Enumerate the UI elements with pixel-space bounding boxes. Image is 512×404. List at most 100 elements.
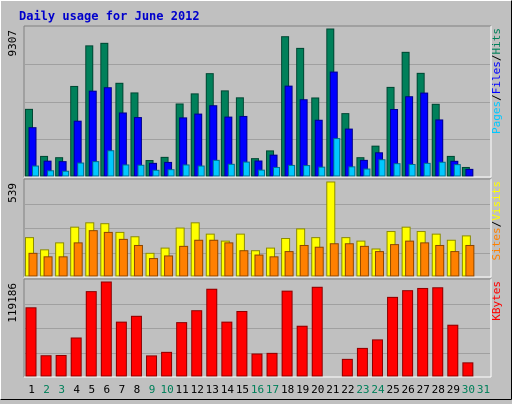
kbytes-bar — [432, 287, 444, 377]
kbytes-bar — [251, 353, 263, 377]
sites-bar — [299, 244, 309, 277]
pages-bar — [257, 169, 265, 177]
panel-legend: KBytes — [490, 281, 503, 321]
y-max-label: 539 — [6, 183, 19, 203]
x-tick-label: 4 — [73, 383, 80, 396]
pages-bar — [107, 150, 115, 177]
sites-bar — [450, 251, 460, 277]
x-axis-labels: 1 2 3 4 5 6 7 8 9 10 11 12 13 14 15 16 17 18 19 20 21 22 23 24 2… — [28, 383, 490, 396]
x-tick-label: 25 — [386, 383, 399, 396]
kbytes-bar — [85, 291, 97, 377]
y-max-label: 119186 — [6, 283, 19, 323]
x-tick-label: 11 — [176, 383, 189, 396]
sites-bar — [164, 255, 174, 277]
pages-bar — [453, 164, 461, 177]
sites-bar — [284, 251, 294, 277]
kbytes-bar — [387, 296, 399, 377]
x-tick-label: 6 — [104, 383, 111, 396]
sites-bar — [224, 242, 234, 277]
pages-bar — [182, 164, 190, 177]
kbytes-bar — [356, 347, 368, 377]
kbytes-bar — [206, 288, 218, 377]
kbytes-bar — [447, 324, 459, 377]
kbytes-bar — [281, 290, 293, 377]
x-tick-label: 2 — [43, 383, 50, 396]
sites-bar — [103, 231, 113, 277]
series-pages — [32, 138, 461, 177]
sites-bar — [194, 239, 204, 277]
sites-bar — [314, 246, 324, 277]
panel-middle: 539 Sites/Visits — [6, 178, 503, 278]
sites-bar — [118, 238, 128, 277]
sites-bar — [133, 244, 143, 277]
panel-legend: Sites/Visits — [490, 181, 503, 261]
sites-bar — [209, 239, 219, 277]
x-tick-label: 20 — [311, 383, 324, 396]
pages-bar — [242, 161, 250, 177]
x-tick-label: 26 — [402, 383, 415, 396]
pages-bar — [62, 170, 70, 177]
pages-bar — [167, 169, 175, 177]
files-bar — [284, 85, 293, 177]
pages-bar — [227, 163, 235, 177]
kbytes-bar — [146, 355, 158, 377]
kbytes-bar — [402, 290, 414, 377]
pages-bar — [32, 165, 39, 177]
sites-bar — [374, 251, 384, 277]
x-tick-label: 10 — [160, 383, 173, 396]
sites-bar — [465, 244, 475, 277]
pages-bar — [197, 165, 205, 177]
legend-entry: / — [490, 55, 503, 62]
x-tick-label: 5 — [88, 383, 95, 396]
kbytes-bar — [266, 352, 278, 377]
x-tick-label: 21 — [326, 383, 339, 396]
x-tick-label: 14 — [221, 383, 235, 396]
x-tick-label: 23 — [356, 383, 369, 396]
x-tick-label: 28 — [432, 383, 445, 396]
kbytes-bar — [296, 325, 308, 377]
kbytes-bar — [161, 351, 173, 377]
sites-bar — [435, 244, 445, 277]
legend-entry: / — [490, 94, 503, 101]
sites-bar — [269, 256, 279, 277]
sites-bar — [88, 230, 98, 277]
panel-legend: Pages/Files/Hits — [490, 28, 503, 134]
kbytes-bar — [236, 310, 248, 377]
x-tick-label: 29 — [447, 383, 460, 396]
kbytes-bar — [70, 337, 82, 377]
files-bar — [465, 168, 474, 177]
chart-title: Daily usage for June 2012 — [19, 9, 200, 23]
pages-bar — [137, 164, 145, 177]
kbytes-bar — [115, 321, 127, 377]
kbytes-bar — [311, 286, 323, 377]
x-tick-label: 17 — [266, 383, 279, 396]
sites-bar — [179, 245, 189, 277]
pages-bar — [288, 164, 296, 177]
sites-bar — [149, 258, 159, 277]
panel-bottom: 119186 KBytes — [6, 278, 503, 378]
kbytes-bar — [371, 339, 383, 377]
legend-entry: Hits — [490, 28, 503, 55]
kbytes-bar — [462, 362, 474, 377]
pages-bar — [77, 162, 85, 177]
x-tick-label: 19 — [296, 383, 309, 396]
sites-bar — [73, 242, 83, 277]
kbytes-bar — [25, 307, 37, 377]
pages-bar — [438, 161, 446, 177]
x-tick-label: 31 — [477, 383, 490, 396]
x-tick-label: 18 — [281, 383, 294, 396]
kbytes-bar — [221, 321, 233, 377]
pages-bar — [212, 159, 220, 177]
sites-bar — [390, 244, 400, 277]
x-tick-label: 30 — [462, 383, 475, 396]
kbytes-bar — [40, 355, 52, 377]
x-tick-label: 24 — [371, 383, 385, 396]
sites-bar — [58, 256, 68, 277]
pages-bar — [318, 166, 326, 177]
pages-bar — [393, 163, 401, 177]
sites-bar — [254, 254, 264, 277]
